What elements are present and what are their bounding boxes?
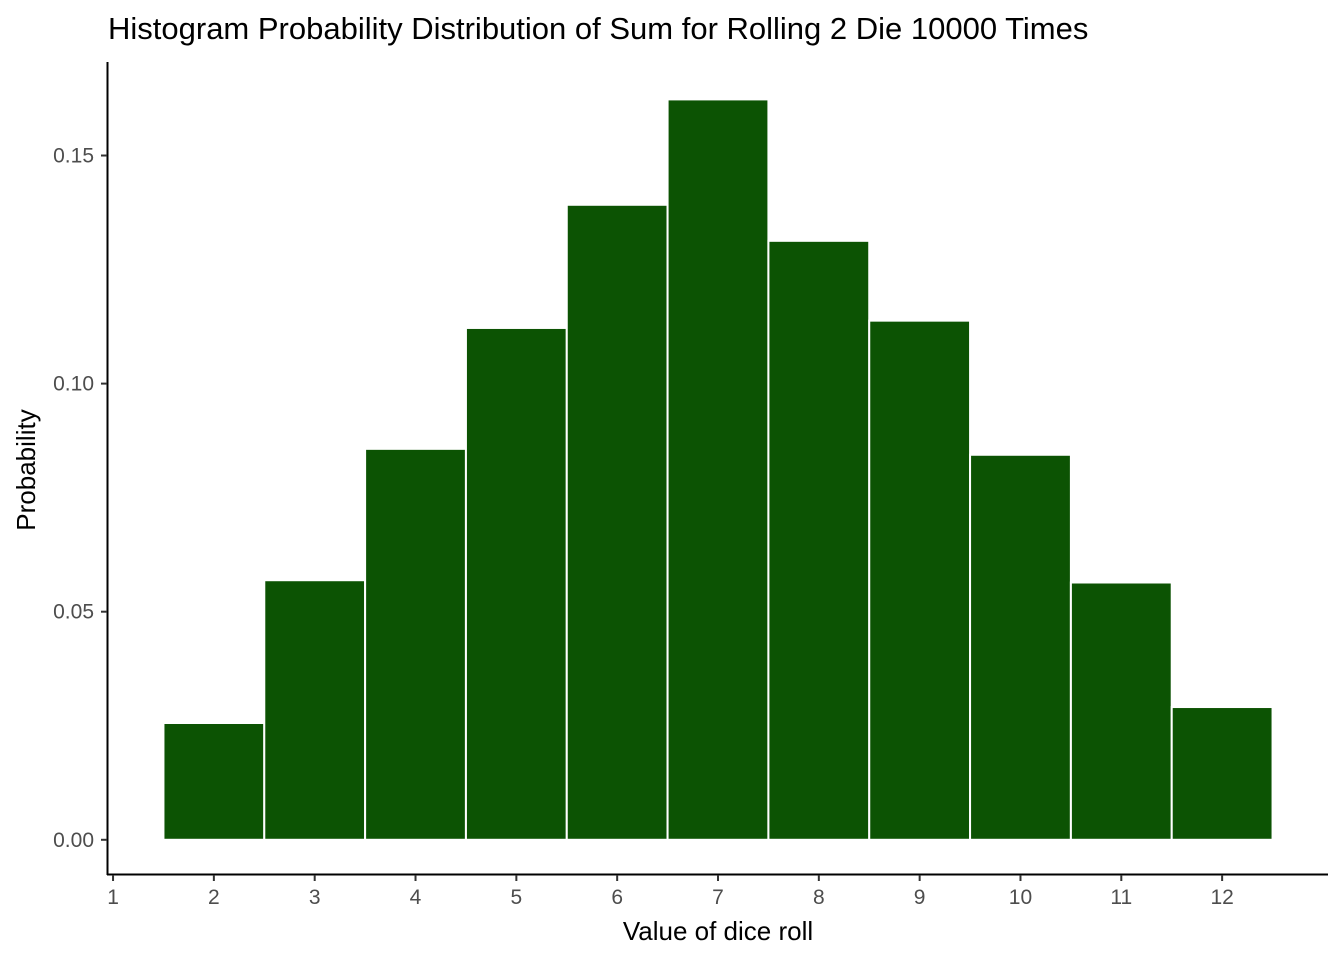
bar-3 <box>263 579 367 841</box>
x-tick-label: 2 <box>208 886 220 909</box>
y-axis-title: Probability <box>11 409 41 530</box>
bar-11 <box>1069 581 1173 841</box>
x-tick-label: 1 <box>107 886 119 909</box>
y-tick-label: 0.10 <box>53 373 94 396</box>
x-tick-label: 10 <box>1009 886 1032 909</box>
x-axis-title: Value of dice roll <box>623 916 813 946</box>
bar-10 <box>969 453 1072 841</box>
x-tick-label: 3 <box>309 886 321 909</box>
x-tick-label: 6 <box>611 886 623 909</box>
bar-7 <box>666 98 770 841</box>
y-ticks-layer: 0.00 0.05 0.10 0.15 <box>53 145 107 852</box>
bar-2 <box>162 722 266 841</box>
x-tick-label: 8 <box>813 886 825 909</box>
bar-5 <box>464 326 568 841</box>
x-tick-label: 9 <box>914 886 926 909</box>
bar-9 <box>868 319 972 841</box>
x-tick-label: 11 <box>1110 886 1132 909</box>
y-tick-label: 0.15 <box>53 145 94 168</box>
x-ticks-layer: 1 2 3 4 5 6 7 8 9 10 11 12 <box>107 875 1234 909</box>
bar-8 <box>767 239 871 841</box>
x-tick-label: 5 <box>511 886 523 909</box>
bar-4 <box>364 447 467 841</box>
y-tick-label: 0.00 <box>53 829 94 852</box>
bar-12 <box>1170 706 1274 841</box>
x-tick-label: 12 <box>1210 886 1233 909</box>
x-tick-label: 4 <box>410 886 422 909</box>
x-tick-label: 7 <box>712 886 724 909</box>
bars-layer <box>162 98 1274 841</box>
y-tick-label: 0.05 <box>53 601 94 624</box>
chart-title: Histogram Probability Distribution of Su… <box>108 11 1088 46</box>
bar-6 <box>565 203 669 841</box>
